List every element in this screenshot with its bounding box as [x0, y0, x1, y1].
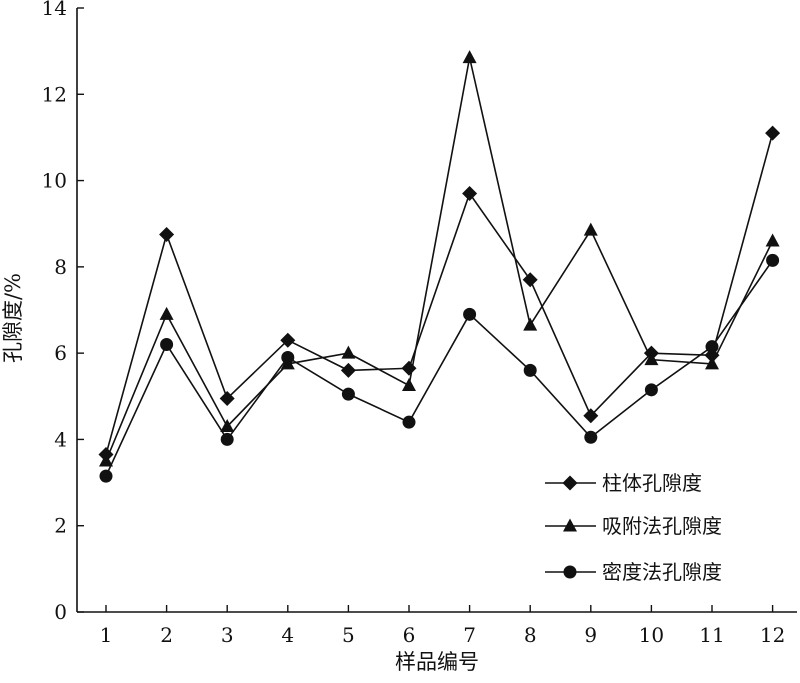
series-circle	[99, 253, 780, 483]
legend-item: 吸附法孔隙度	[545, 514, 722, 538]
y-tick-label: 14	[42, 0, 67, 20]
legend-label: 吸附法孔隙度	[602, 514, 722, 538]
data-point-diamond	[522, 272, 538, 288]
data-point-circle	[523, 363, 537, 377]
data-point-circle	[281, 350, 295, 364]
data-point-circle	[584, 430, 598, 444]
data-point-circle	[160, 338, 174, 352]
data-point-diamond	[219, 390, 235, 406]
legend-item: 柱体孔隙度	[545, 471, 702, 495]
x-tick-label: 5	[342, 623, 355, 647]
data-point-circle	[341, 387, 355, 401]
data-point-circle	[766, 253, 780, 267]
x-tick-label: 3	[221, 623, 234, 647]
y-tick-label: 2	[54, 514, 67, 538]
data-point-diamond	[340, 362, 356, 378]
data-point-triangle	[705, 356, 719, 370]
x-tick-label: 6	[403, 623, 416, 647]
y-tick-label: 10	[42, 169, 67, 193]
y-tick-label: 6	[54, 341, 67, 365]
series-triangle	[99, 50, 780, 467]
y-tick-label: 0	[54, 600, 67, 624]
data-point-triangle	[341, 345, 356, 359]
y-tick-label: 4	[54, 427, 67, 451]
data-point-triangle	[159, 306, 174, 320]
y-axis-title: 孔隙度/%	[1, 273, 25, 363]
data-point-triangle	[523, 317, 538, 331]
series-layer	[98, 50, 781, 483]
data-point-triangle	[462, 50, 477, 64]
x-tick-label: 11	[699, 623, 724, 647]
legend-label: 密度法孔隙度	[602, 560, 722, 584]
legend-marker-circle	[563, 565, 577, 579]
data-point-circle	[402, 415, 416, 429]
data-point-triangle	[220, 418, 235, 432]
legend-marker-triangle	[563, 518, 577, 532]
x-tick-label: 9	[584, 623, 597, 647]
x-tick-label: 4	[281, 623, 294, 647]
data-point-circle	[644, 383, 658, 397]
data-point-diamond	[765, 125, 781, 141]
data-point-circle	[99, 469, 113, 483]
data-point-triangle	[583, 222, 598, 236]
x-tick-label: 2	[160, 623, 173, 647]
data-point-triangle	[402, 378, 416, 391]
data-point-diamond	[462, 186, 478, 202]
x-tick-label: 10	[639, 623, 664, 647]
data-point-triangle	[644, 352, 659, 366]
series-line	[105, 259, 774, 477]
x-axis-ticks: 1 2 3 4 5 6 7 8 9 10 11 12	[100, 605, 785, 647]
data-point-circle	[705, 340, 719, 354]
data-point-diamond	[583, 408, 599, 424]
data-point-circle	[220, 432, 234, 446]
data-point-diamond	[159, 227, 175, 242]
y-axis-ticks: 0 2 4 6 8 10 12 14	[42, 0, 84, 624]
legend-item: 密度法孔隙度	[545, 560, 722, 584]
x-tick-label: 12	[760, 623, 785, 647]
y-tick-label: 12	[42, 82, 67, 106]
x-tick-label: 8	[524, 623, 537, 647]
x-tick-label: 7	[463, 623, 476, 647]
data-point-diamond	[401, 360, 417, 376]
data-point-triangle	[765, 233, 780, 247]
legend-marker-diamond	[562, 475, 578, 491]
series-diamond	[98, 125, 781, 463]
series-line	[105, 132, 774, 455]
x-axis-title: 样品编号	[395, 650, 479, 674]
data-point-triangle	[99, 453, 113, 467]
data-point-diamond	[280, 332, 296, 348]
x-tick-label: 1	[100, 623, 113, 647]
series-line	[105, 57, 774, 462]
legend-label: 柱体孔隙度	[602, 471, 702, 495]
y-tick-label: 8	[54, 255, 67, 279]
data-point-circle	[463, 307, 477, 321]
